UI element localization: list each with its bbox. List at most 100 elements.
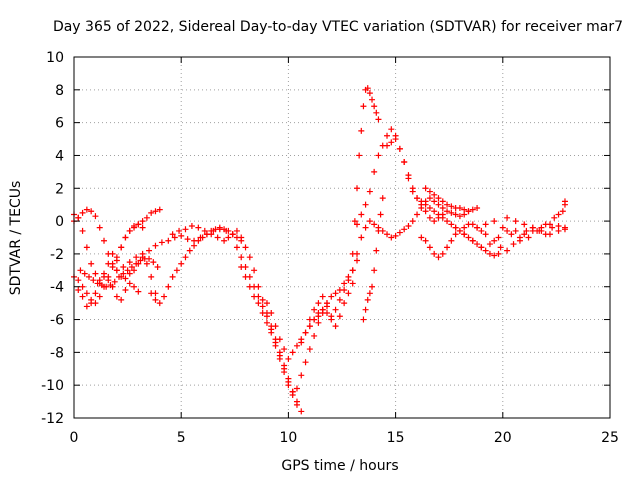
y-tick-label: 8 <box>55 83 64 99</box>
data-point <box>388 139 395 146</box>
data-point <box>276 336 283 343</box>
data-point <box>431 208 438 215</box>
series-arc5 <box>77 255 161 290</box>
data-point <box>178 260 185 267</box>
data-point <box>109 250 116 257</box>
data-point <box>173 267 180 274</box>
data-point <box>148 273 155 280</box>
data-point <box>137 257 144 264</box>
data-point <box>302 359 309 366</box>
data-point <box>263 319 270 326</box>
data-point <box>482 221 489 228</box>
data-point <box>135 288 142 295</box>
data-point <box>298 372 305 379</box>
data-point <box>83 206 90 213</box>
data-point <box>298 408 305 415</box>
data-point <box>375 152 382 159</box>
data-marks <box>71 85 568 415</box>
data-point <box>79 209 86 216</box>
data-point <box>426 244 433 251</box>
data-point <box>546 231 553 238</box>
data-point <box>512 218 519 225</box>
data-point <box>384 142 391 149</box>
series-arc11 <box>263 280 356 362</box>
data-point <box>268 309 275 316</box>
data-point <box>101 273 108 280</box>
data-point <box>332 323 339 330</box>
data-point <box>549 224 556 231</box>
data-point <box>354 257 361 264</box>
data-point <box>435 211 442 218</box>
data-point <box>246 254 253 261</box>
y-tick-label: -10 <box>41 378 64 394</box>
data-point <box>401 226 408 233</box>
data-point <box>396 145 403 152</box>
data-point <box>118 244 125 251</box>
data-point <box>158 239 165 246</box>
data-point <box>178 232 185 239</box>
data-point <box>444 244 451 251</box>
data-point <box>281 346 288 353</box>
data-point <box>452 231 459 238</box>
data-point <box>75 277 82 284</box>
data-point <box>75 214 82 221</box>
data-point <box>474 224 481 231</box>
data-point <box>293 385 300 392</box>
data-point <box>358 127 365 134</box>
data-point <box>392 232 399 239</box>
x-tick-label: 10 <box>279 430 297 446</box>
data-point <box>165 237 172 244</box>
data-point <box>354 185 361 192</box>
data-point <box>148 290 155 297</box>
data-point <box>336 296 343 303</box>
data-point <box>456 204 463 211</box>
data-point <box>371 267 378 274</box>
data-point <box>201 227 208 234</box>
data-point <box>448 209 455 216</box>
data-point <box>486 241 493 248</box>
data-point <box>461 206 468 213</box>
data-point <box>233 227 240 234</box>
data-point <box>465 208 472 215</box>
data-point <box>555 227 562 234</box>
y-tick-label: 0 <box>55 214 64 230</box>
data-point <box>474 241 481 248</box>
data-point <box>118 296 125 303</box>
data-point <box>362 224 369 231</box>
data-point <box>293 398 300 405</box>
data-point <box>139 218 146 225</box>
data-point <box>351 218 358 225</box>
data-point <box>371 103 378 110</box>
data-point <box>96 224 103 231</box>
data-point <box>152 242 159 249</box>
data-point <box>195 237 202 244</box>
series-arc23 <box>504 214 568 238</box>
data-point <box>101 237 108 244</box>
data-point <box>276 355 283 362</box>
data-point <box>448 237 455 244</box>
data-point <box>113 267 120 274</box>
data-point <box>122 287 129 294</box>
data-point <box>131 223 138 230</box>
data-point <box>444 201 451 208</box>
data-point <box>561 224 568 231</box>
data-point <box>126 270 133 277</box>
data-point <box>156 206 163 213</box>
data-point <box>469 221 476 228</box>
data-point <box>364 85 371 92</box>
data-point <box>122 275 129 282</box>
data-point <box>478 244 485 251</box>
data-point <box>409 218 416 225</box>
data-point <box>188 223 195 230</box>
data-point <box>77 267 84 274</box>
data-point <box>107 282 114 289</box>
data-point <box>435 254 442 261</box>
y-axis-tick-labels: -12 -10 -8 -6 -4 -2 0 2 4 6 8 10 <box>41 50 64 427</box>
data-point <box>491 252 498 259</box>
data-point <box>92 213 99 220</box>
data-point <box>143 214 150 221</box>
y-tick-label: 6 <box>55 116 64 132</box>
data-point <box>83 290 90 297</box>
data-point <box>79 227 86 234</box>
data-point <box>79 293 86 300</box>
